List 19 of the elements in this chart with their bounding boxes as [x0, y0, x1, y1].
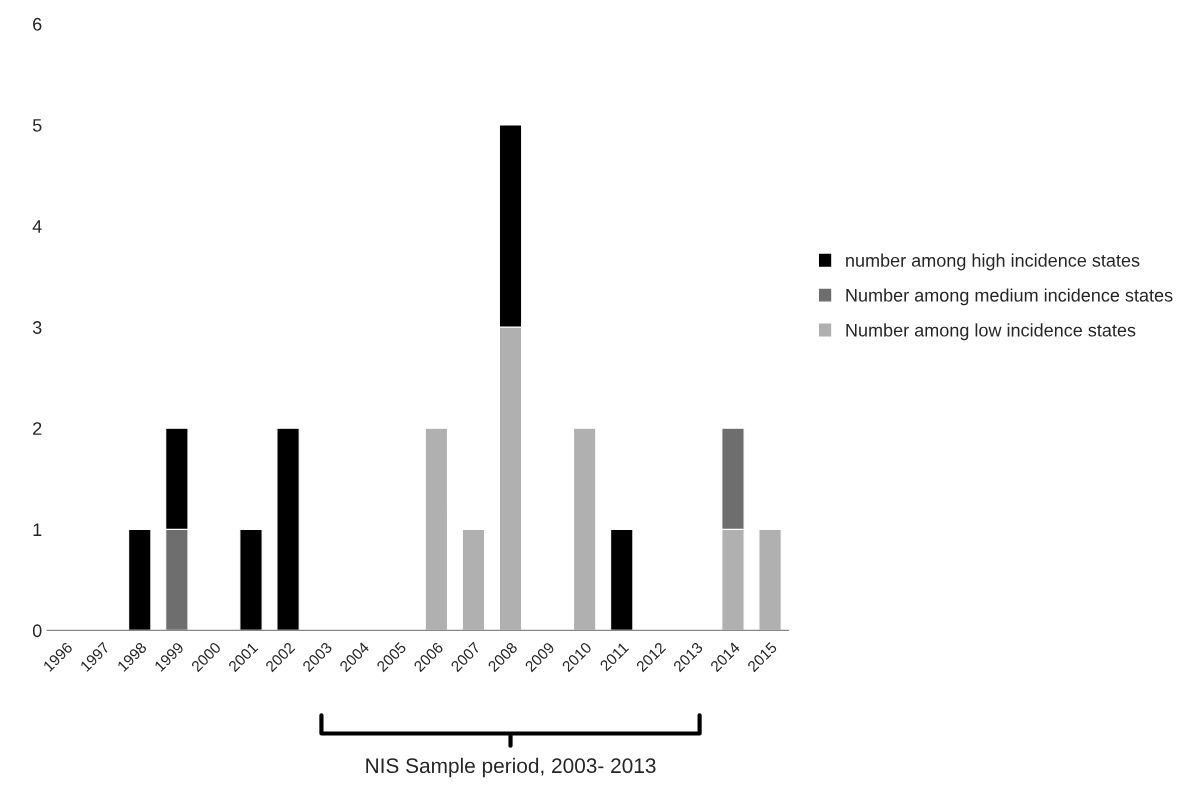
text: NIS Sample period, 2003- 2013 — [366, 757, 656, 778]
y-tick-label: 4 — [32, 220, 42, 233]
bar — [424, 427, 449, 631]
bar — [610, 528, 634, 631]
y-tick-label: 2 — [33, 422, 42, 435]
bar — [572, 427, 597, 631]
legend-label: Number among medium incidence states — [846, 288, 1173, 306]
y-tick-label: 0 — [32, 624, 42, 638]
y-tick-label: 5 — [32, 119, 42, 132]
bar — [276, 427, 300, 631]
bar — [239, 528, 263, 631]
y-tick-label: 3 — [32, 321, 42, 334]
bar — [758, 528, 782, 631]
legend-label: number among high incidence states — [846, 253, 1140, 271]
bar — [461, 528, 486, 631]
legend-label: Number among low incidence states — [846, 323, 1136, 341]
bar — [128, 528, 152, 631]
y-tick-label: 6 — [33, 17, 42, 31]
y-tick-label: 1 — [33, 523, 42, 536]
